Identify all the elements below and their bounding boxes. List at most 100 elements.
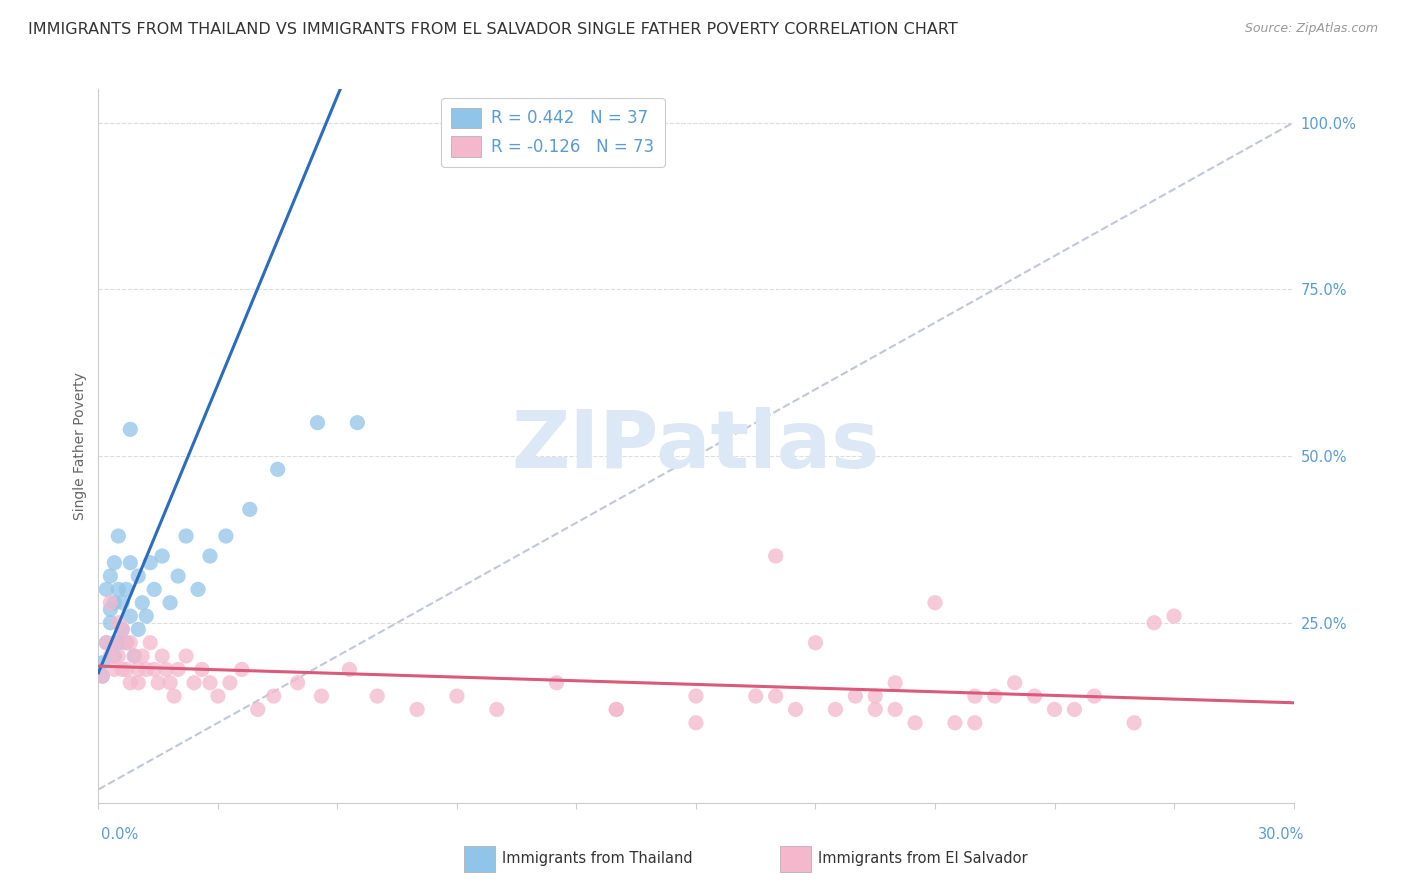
Point [191, 662, 214, 676]
Point [111, 596, 134, 610]
Point [863, 702, 887, 716]
Point [239, 502, 262, 516]
Text: Immigrants from El Salvador: Immigrants from El Salvador [818, 852, 1028, 866]
Y-axis label: Single Father Poverty: Single Father Poverty [73, 372, 87, 520]
Point [91, 656, 114, 670]
Point [605, 702, 627, 716]
Point [167, 569, 190, 583]
Point [219, 675, 242, 690]
Point [124, 649, 146, 664]
Point [100, 649, 122, 664]
Point [107, 529, 129, 543]
Point [406, 702, 429, 716]
Point [120, 422, 142, 436]
Point [111, 623, 134, 637]
Point [844, 689, 866, 703]
Point [115, 582, 138, 597]
Point [884, 702, 907, 716]
Point [183, 675, 205, 690]
Text: Immigrants from Thailand: Immigrants from Thailand [502, 852, 693, 866]
Text: ZIPatlas: ZIPatlas [512, 407, 880, 485]
Point [107, 649, 129, 664]
Point [884, 675, 907, 690]
Point [96, 636, 118, 650]
Point [1143, 615, 1166, 630]
Point [765, 689, 787, 703]
Point [366, 689, 388, 703]
Point [863, 689, 887, 703]
Point [143, 662, 166, 676]
Point [131, 649, 153, 664]
Point [963, 715, 986, 730]
Point [485, 702, 508, 716]
Point [135, 662, 157, 676]
Text: Source: ZipAtlas.com: Source: ZipAtlas.com [1244, 22, 1378, 36]
Point [100, 602, 122, 616]
Point [120, 636, 142, 650]
Point [765, 549, 787, 563]
Point [96, 636, 118, 650]
Point [685, 689, 707, 703]
Point [246, 702, 269, 716]
Point [1123, 715, 1146, 730]
Point [167, 662, 190, 676]
Point [187, 582, 209, 597]
Point [804, 636, 827, 650]
Point [307, 416, 329, 430]
Point [446, 689, 468, 703]
Point [91, 669, 114, 683]
Point [231, 662, 253, 676]
Point [139, 556, 162, 570]
Point [824, 702, 846, 716]
Point [1043, 702, 1066, 716]
Point [103, 662, 125, 676]
Point [127, 623, 149, 637]
Point [605, 702, 627, 716]
Point [127, 569, 149, 583]
Point [1024, 689, 1046, 703]
Point [103, 556, 125, 570]
Point [1083, 689, 1105, 703]
Point [924, 596, 946, 610]
Point [120, 609, 142, 624]
Point [785, 702, 807, 716]
Point [263, 689, 285, 703]
Point [207, 689, 229, 703]
Point [546, 675, 568, 690]
Point [943, 715, 966, 730]
Point [127, 675, 149, 690]
Point [150, 549, 173, 563]
Point [111, 662, 134, 676]
Point [198, 675, 221, 690]
Point [103, 596, 125, 610]
Point [127, 662, 149, 676]
Point [96, 582, 118, 597]
Point [745, 689, 768, 703]
Point [135, 609, 157, 624]
Point [215, 529, 238, 543]
Point [159, 675, 181, 690]
Point [115, 636, 138, 650]
Point [267, 462, 290, 476]
Point [111, 623, 134, 637]
Point [150, 649, 173, 664]
Point [346, 416, 368, 430]
Point [198, 549, 221, 563]
Point [163, 689, 186, 703]
Point [107, 582, 129, 597]
Point [100, 596, 122, 610]
Text: 30.0%: 30.0% [1258, 827, 1305, 841]
Point [1163, 609, 1185, 624]
Point [155, 662, 177, 676]
Point [174, 649, 197, 664]
Point [984, 689, 1007, 703]
Point [1004, 675, 1026, 690]
Point [103, 636, 125, 650]
Point [963, 689, 986, 703]
Point [174, 529, 197, 543]
Point [115, 636, 138, 650]
Point [91, 669, 114, 683]
Point [120, 675, 142, 690]
Point [143, 582, 166, 597]
Text: 0.0%: 0.0% [101, 827, 138, 841]
